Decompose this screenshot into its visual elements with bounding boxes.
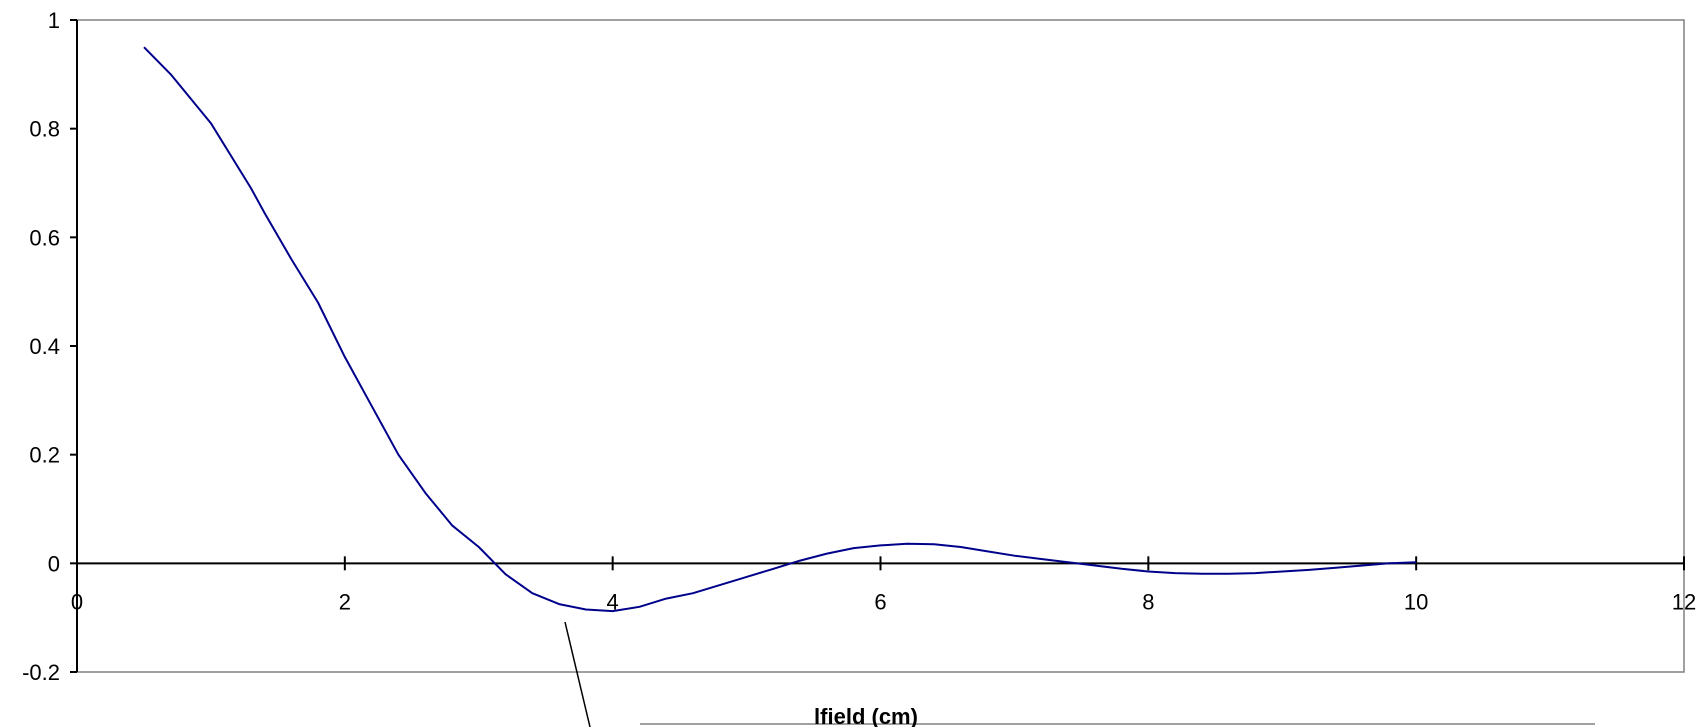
x-tick-label: 2 — [339, 589, 351, 614]
x-tick-label: 0 — [71, 589, 83, 614]
y-tick-label: 0.8 — [29, 117, 60, 142]
y-tick-label: 0 — [48, 551, 60, 576]
x-tick-label: 6 — [874, 589, 886, 614]
annotation-leader-line — [564, 621, 591, 727]
y-tick-label: 0.2 — [29, 443, 60, 468]
y-tick-label: 1 — [48, 8, 60, 33]
series-line — [143, 46, 1417, 613]
x-tick-label: 12 — [1672, 589, 1696, 614]
y-tick-label: -0.2 — [22, 660, 60, 685]
x-axis-ticks: 0 2 4 6 8 10 12 — [71, 556, 1696, 614]
plot-area-frame — [76, 19, 1685, 673]
x-tick-label: 10 — [1404, 589, 1428, 614]
y-tick-label: 0.4 — [29, 334, 60, 359]
y-tick-label: 0.6 — [29, 225, 60, 250]
x-tick-label: 4 — [607, 589, 619, 614]
x-tick-label: 8 — [1142, 589, 1154, 614]
x-axis-title: lfield (cm) — [814, 704, 918, 727]
y-axis-ticks: 1 0.8 0.6 0.4 0.2 0 -0.2 — [22, 8, 77, 685]
